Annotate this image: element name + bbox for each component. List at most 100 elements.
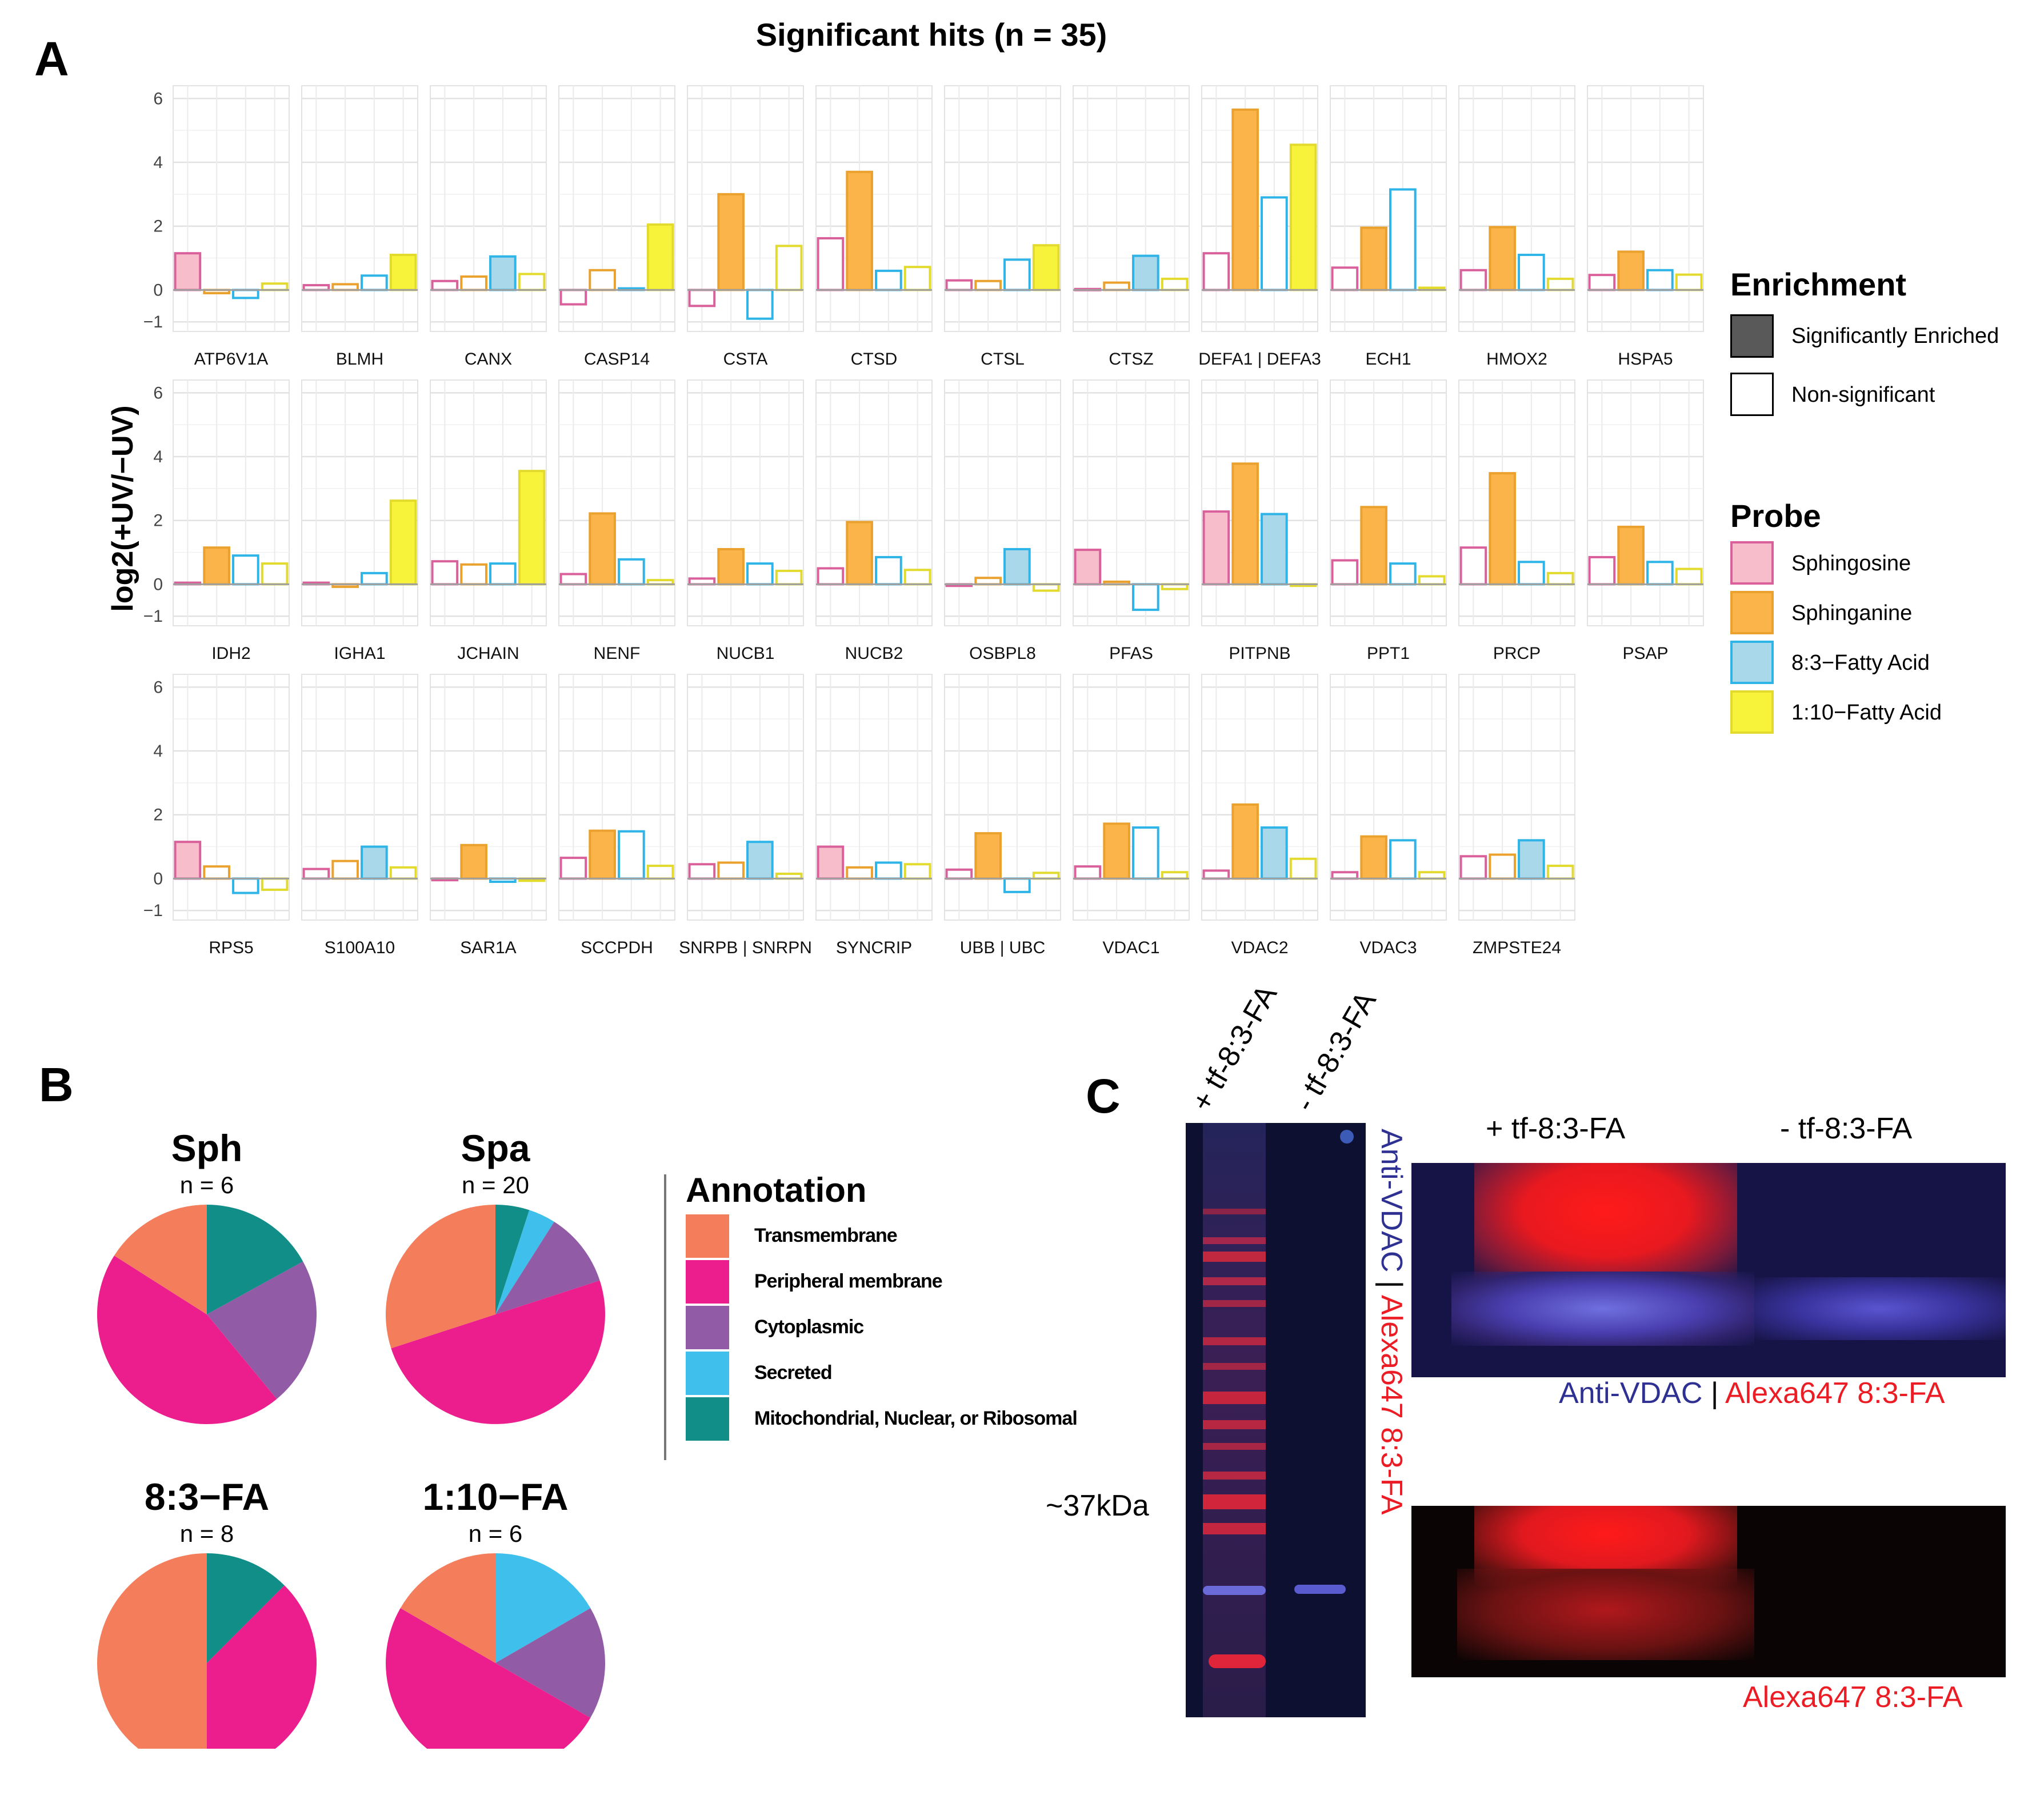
- bar-fa83: [875, 861, 902, 880]
- bar-sphingosine: [1202, 252, 1230, 291]
- facet-panel: CANX: [430, 85, 547, 369]
- facet-panel: CTSZ: [1073, 85, 1190, 369]
- facet-panel: PFAS: [1073, 379, 1190, 663]
- facet-panel: −1 0 2 4 6 IDH2: [143, 379, 290, 663]
- bar-fa110: [903, 266, 931, 291]
- facet-panel: S100A10: [301, 674, 418, 957]
- facet-label: ECH1: [1365, 350, 1411, 369]
- bar-sphingosine: [302, 867, 330, 880]
- bar-fa110: [903, 569, 931, 586]
- annotation-legend-rule: [664, 1174, 666, 1460]
- facet-label: PSAP: [1622, 644, 1668, 663]
- pie-slice: [495, 1205, 530, 1314]
- y-tick-label: 2: [153, 806, 163, 825]
- bar-fa83: [618, 558, 645, 586]
- bar-sphinganine: [1617, 250, 1645, 291]
- bar-fa83: [1003, 877, 1031, 893]
- bar-sphingosine: [174, 252, 202, 291]
- facet-panel: JCHAIN: [430, 379, 547, 663]
- facet-label: SYNCRIP: [836, 938, 912, 957]
- bar-fa110: [1032, 583, 1060, 592]
- bar-sphingosine: [559, 289, 587, 306]
- pie-slice: [386, 1608, 591, 1749]
- bar-sphingosine: [945, 279, 973, 291]
- caption-anti-vdac: Anti-VDAC: [1559, 1377, 1703, 1410]
- bar-fa110: [1675, 273, 1703, 291]
- bar-sphinganine: [1489, 853, 1516, 880]
- pie-slice: [207, 1261, 317, 1399]
- legend-label-sphinganine: Sphinganine: [1791, 601, 1913, 625]
- bar-sphinganine: [589, 269, 616, 291]
- annotation-label: Transmembrane: [754, 1225, 898, 1246]
- facet-panel: PRCP: [1458, 379, 1575, 663]
- bar-fa110: [1675, 567, 1703, 586]
- bar-fa83: [1132, 826, 1159, 880]
- bar-sphingosine: [1588, 555, 1616, 586]
- marker-label-37kda: ~37kDa: [1046, 1489, 1149, 1522]
- pie-n-label: n = 6: [180, 1172, 234, 1198]
- bar-fa83: [1261, 513, 1288, 586]
- annotation-swatch: [686, 1397, 729, 1441]
- facet-label: PPT1: [1367, 644, 1410, 663]
- pie-title: 8:3−FA: [145, 1476, 269, 1518]
- bar-sphingosine: [1331, 559, 1359, 586]
- bar-fa110: [1546, 277, 1574, 291]
- vertical-blot-caption: Anti-VDAC | Alexa647 8:3-FA: [1374, 1129, 1414, 1723]
- pie-n-label: n = 6: [469, 1520, 523, 1547]
- facet-label: NUCB1: [717, 644, 775, 663]
- bar-fa83: [361, 274, 388, 291]
- bar-fa83: [1389, 562, 1417, 586]
- pie-slice: [495, 1221, 600, 1314]
- legend-key-sphingosine: [1730, 541, 1774, 585]
- legend-key-sphinganine: [1730, 591, 1774, 634]
- pie-title: Spa: [461, 1127, 530, 1169]
- facet-label: PITPNB: [1229, 644, 1290, 663]
- facet-label: PFAS: [1109, 644, 1153, 663]
- bar-fa83: [1261, 826, 1288, 880]
- y-tick-label: −1: [143, 607, 163, 626]
- bar-sphinganine: [331, 859, 359, 880]
- probe-legend-title: Probe: [1730, 498, 1821, 534]
- bar-sphinganine: [974, 279, 1002, 291]
- legend-label-significant: Significantly Enriched: [1791, 324, 1999, 348]
- pie-slice: [391, 1280, 605, 1424]
- facet-panel: SYNCRIP: [815, 674, 933, 957]
- column-label-plus: + tf-8:3-FA: [1486, 1112, 1626, 1145]
- bar-fa110: [1289, 857, 1317, 880]
- facet-panel: VDAC2: [1201, 674, 1318, 957]
- bar-fa110: [1161, 277, 1189, 291]
- facet-panel: PITPNB: [1201, 379, 1318, 663]
- legend-key-fa83: [1730, 641, 1774, 684]
- facet-panel: HMOX2: [1458, 85, 1575, 369]
- legend-label-fa110: 1:10−Fatty Acid: [1791, 701, 1942, 725]
- bar-sphinganine: [846, 170, 873, 291]
- bar-fa110: [903, 863, 931, 880]
- pie-slice: [495, 1608, 605, 1718]
- pie-slice: [495, 1553, 591, 1663]
- vertical-label-anti-vdac: Anti-VDAC: [1375, 1129, 1408, 1273]
- bar-fa83: [361, 571, 388, 586]
- legend-label-nonsignificant: Non-significant: [1791, 383, 1935, 407]
- bar-fa83: [232, 877, 259, 894]
- bar-fa110: [1161, 871, 1189, 880]
- bar-fa83: [1003, 547, 1031, 586]
- bar-sphinganine: [717, 547, 745, 586]
- bar-sphingosine: [174, 841, 202, 880]
- bar-sphingosine: [817, 845, 845, 880]
- y-tick-label: 0: [153, 575, 163, 594]
- annotation-label: Mitochondrial, Nuclear, or Ribosomal: [754, 1408, 1078, 1429]
- merged-blot-caption: Anti-VDAC | Alexa647 8:3-FA: [1559, 1376, 1945, 1410]
- facet-panel: CTSD: [815, 85, 933, 369]
- bar-fa110: [1032, 871, 1060, 880]
- bar-sphinganine: [1489, 226, 1516, 291]
- y-tick-label: −1: [143, 901, 163, 920]
- y-tick-label: 6: [153, 383, 163, 402]
- facet-label: DEFA1 | DEFA3: [1198, 350, 1321, 369]
- pie-chart: 1:10−FAn = 6: [386, 1476, 605, 1749]
- facet-panel: NUCB1: [687, 379, 804, 663]
- bar-sphingosine: [817, 237, 845, 291]
- bar-sphinganine: [846, 521, 873, 586]
- facet-label: CTSZ: [1109, 350, 1153, 369]
- y-tick-label: 0: [153, 281, 163, 299]
